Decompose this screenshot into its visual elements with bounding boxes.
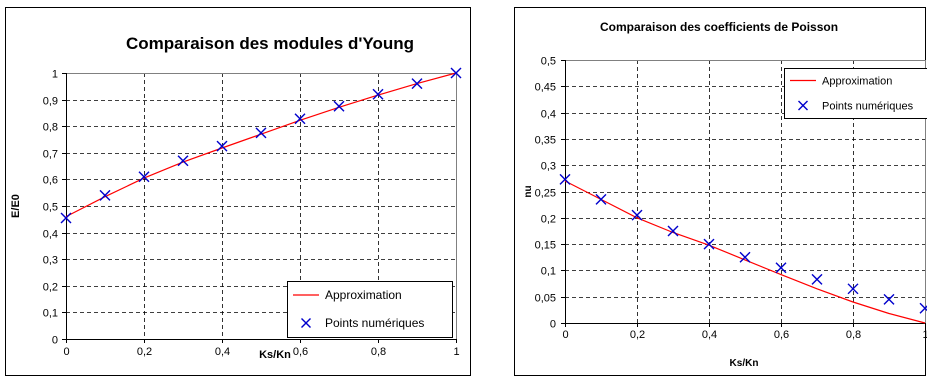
y-tick-label: 0,4 <box>43 229 58 241</box>
y-tick-label: 0,4 <box>541 109 556 121</box>
y-tick-label: 0,25 <box>535 188 556 200</box>
y-tick-label: 0,15 <box>535 240 556 252</box>
y-tick-label: 0,5 <box>541 56 556 68</box>
x-tick-label: 0,4 <box>215 346 230 358</box>
x-tick-label: 0,2 <box>630 329 645 341</box>
legend-label: Points numériques <box>822 101 914 113</box>
y-tick-label: 0,5 <box>43 202 58 214</box>
y-tick-label: 0,2 <box>43 282 58 294</box>
x-tick-label: 1 <box>922 329 927 341</box>
y-axis-label: nu <box>523 185 534 197</box>
y-tick-label: 0,45 <box>535 82 556 94</box>
y-tick-label: 0 <box>52 335 58 347</box>
legend-label: Points numériques <box>325 316 424 330</box>
y-tick-label: 0,6 <box>43 175 58 187</box>
legend: Approximation Points numériques <box>288 282 453 338</box>
y-tick-label: 0 <box>550 319 556 331</box>
y-tick-label: 0,7 <box>43 149 58 161</box>
y-tick-label: 0,3 <box>43 255 58 267</box>
legend-label: Approximation <box>822 76 892 88</box>
x-axis-label: Ks/Kn <box>730 358 759 369</box>
y-tick-label: 0,35 <box>535 135 556 147</box>
x-tick-label: 1 <box>453 346 459 358</box>
y-tick-label: 0,8 <box>43 122 58 134</box>
legend: Approximation Points numériques <box>785 69 927 119</box>
chart-2: 0 0,05 0,1 0,15 0,2 0,25 0,3 0,35 0,4 0,45 0,5 0 0,2… <box>515 8 927 376</box>
x-tick-label: 0 <box>562 329 568 341</box>
x-tick-label: 0,8 <box>371 346 386 358</box>
y-tick-label: 1 <box>52 69 58 81</box>
x-tick-label: 0 <box>63 346 69 358</box>
legend-label: Approximation <box>325 288 402 302</box>
x-tick-label: 0,6 <box>293 346 308 358</box>
y-tick-label: 0,1 <box>541 266 556 278</box>
chart-title: Comparaison des coefficients de Poisson <box>600 20 838 34</box>
y-tick-label: 0,3 <box>541 161 556 173</box>
x-axis-label: Ks/Kn <box>259 349 291 361</box>
chart-frame <box>515 8 926 376</box>
x-tick-label: 0,4 <box>702 329 717 341</box>
x-tick-label: 0,6 <box>774 329 789 341</box>
y-axis-label: E/E0 <box>10 194 22 218</box>
y-tick-label: 0,05 <box>535 293 556 305</box>
y-tick-label: 0,9 <box>43 96 58 108</box>
y-tick-label: 0,1 <box>43 308 58 320</box>
y-tick-label: 0,2 <box>541 214 556 226</box>
x-tick-label: 0,2 <box>137 346 152 358</box>
chart-1: 0 0,1 0,2 0,3 0,4 0,5 0,6 0,7 0,8 0,9 1 0 0,2 0,4 0,6 0… <box>6 8 471 376</box>
chart-title: Comparaison des modules d'Young <box>126 34 414 53</box>
x-tick-label: 0,8 <box>846 329 861 341</box>
